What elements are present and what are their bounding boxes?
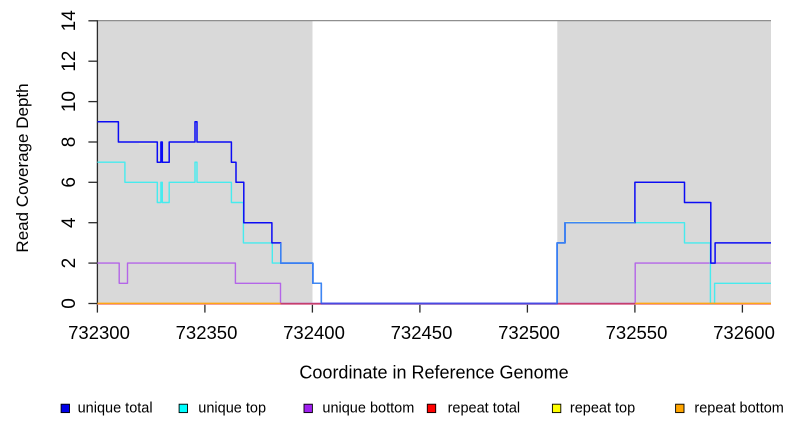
- svg-text:repeat bottom: repeat bottom: [694, 401, 783, 417]
- svg-text:732450: 732450: [391, 322, 453, 343]
- svg-text:14: 14: [59, 10, 80, 32]
- svg-text:732600: 732600: [713, 322, 775, 343]
- svg-text:repeat top: repeat top: [570, 401, 635, 417]
- svg-text:732400: 732400: [283, 322, 345, 343]
- svg-text:0: 0: [59, 298, 80, 309]
- svg-text:4: 4: [59, 217, 80, 228]
- svg-text:unique top: unique top: [198, 401, 266, 417]
- svg-text:10: 10: [59, 91, 80, 112]
- svg-text:unique total: unique total: [78, 401, 153, 417]
- svg-text:repeat total: repeat total: [448, 401, 521, 417]
- svg-text:732550: 732550: [606, 322, 668, 343]
- svg-text:8: 8: [59, 137, 80, 148]
- svg-text:unique bottom: unique bottom: [322, 401, 414, 417]
- svg-text:Coordinate in Reference Genome: Coordinate in Reference Genome: [299, 362, 568, 382]
- svg-text:Read Coverage Depth: Read Coverage Depth: [13, 83, 32, 252]
- svg-text:2: 2: [59, 258, 80, 269]
- svg-text:732500: 732500: [498, 322, 560, 343]
- svg-text:732350: 732350: [176, 322, 238, 343]
- svg-text:732300: 732300: [68, 322, 130, 343]
- svg-text:12: 12: [59, 51, 80, 72]
- svg-text:6: 6: [59, 177, 80, 188]
